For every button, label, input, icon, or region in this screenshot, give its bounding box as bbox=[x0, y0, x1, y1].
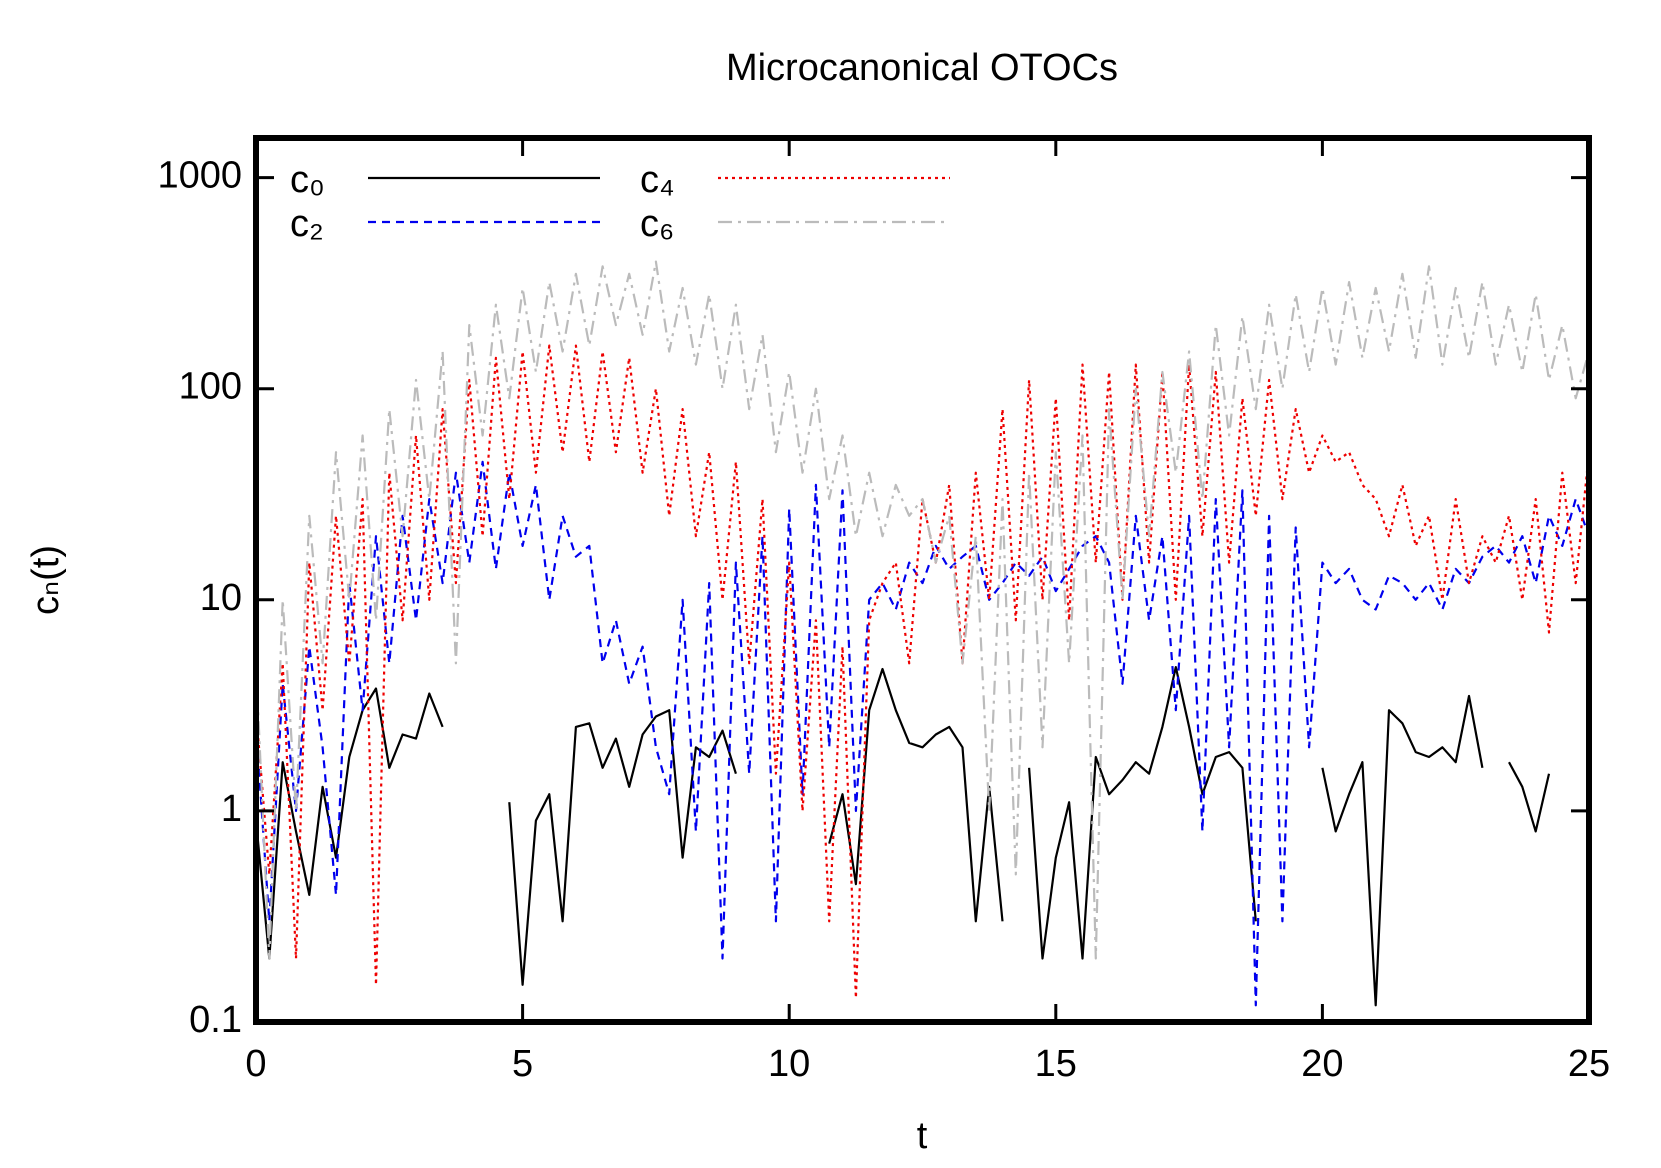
y-axis-label: cₙ(t) bbox=[25, 545, 67, 615]
legend-label: c₀ bbox=[290, 159, 325, 201]
x-axis-label: t bbox=[917, 1115, 928, 1157]
y-tick-label: 10 bbox=[200, 577, 242, 619]
chart-title: Microcanonical OTOCs bbox=[726, 47, 1118, 89]
x-tick-label: 15 bbox=[1035, 1043, 1077, 1085]
x-tick-label: 10 bbox=[768, 1043, 810, 1085]
y-tick-label: 1000 bbox=[157, 155, 242, 197]
x-tick-label: 5 bbox=[512, 1043, 533, 1085]
plot-frame bbox=[253, 135, 1592, 1025]
x-tick-label: 0 bbox=[245, 1043, 266, 1085]
legend-label: c₆ bbox=[640, 203, 674, 245]
x-tick-label: 25 bbox=[1568, 1043, 1610, 1085]
series-line bbox=[256, 260, 1589, 960]
y-tick-label: 0.1 bbox=[189, 999, 242, 1041]
y-tick-label: 100 bbox=[179, 366, 242, 408]
series-line bbox=[256, 344, 1589, 999]
y-tick-label: 1 bbox=[221, 788, 242, 830]
legend-label: c₂ bbox=[290, 203, 324, 245]
x-tick-label: 20 bbox=[1301, 1043, 1343, 1085]
legend-label: c₄ bbox=[640, 159, 675, 201]
plot-lines bbox=[256, 260, 1589, 1007]
series-line bbox=[256, 460, 1589, 1007]
series-line bbox=[256, 666, 1551, 1007]
